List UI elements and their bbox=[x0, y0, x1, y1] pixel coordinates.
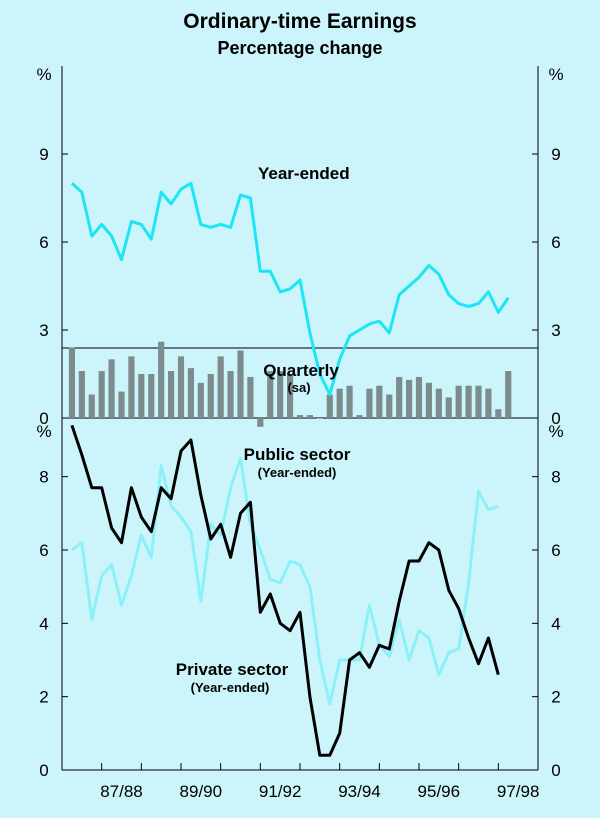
bottom-panel: % % 0 0 2 2 4 4 6 6 8 8 87/88 89/90 91/92 93/94 95/96… bbox=[36, 418, 564, 801]
top-y-tick-label-left: 0 bbox=[39, 409, 48, 428]
x-tick-label: 87/88 bbox=[100, 782, 143, 801]
quarterly-bar bbox=[277, 371, 284, 418]
top-panel: % % 0 0 3 3 6 6 9 9 Year-ended Quarterly (sa) bbox=[36, 65, 563, 428]
bottom-y-tick-label-right: 2 bbox=[551, 688, 560, 707]
bottom-unit-right: % bbox=[548, 422, 563, 441]
quarterly-bar bbox=[296, 415, 304, 418]
quarterly-bar bbox=[376, 385, 383, 418]
top-y-ticks: 0 0 3 3 6 6 9 9 bbox=[39, 145, 560, 428]
quarterly-bar bbox=[326, 394, 333, 418]
x-tick-label: 97/98 bbox=[497, 782, 540, 801]
quarterly-bar bbox=[148, 374, 155, 418]
x-tick-label: 93/94 bbox=[338, 782, 381, 801]
chart-subtitle: Percentage change bbox=[217, 38, 382, 58]
quarterly-bar bbox=[158, 341, 165, 418]
quarterly-bar bbox=[68, 347, 75, 418]
quarterly-bar bbox=[415, 376, 423, 418]
quarterly-bar bbox=[128, 356, 135, 418]
public-sector-label: Public sector bbox=[244, 445, 351, 464]
bottom-y-tick-label-left: 6 bbox=[39, 541, 48, 560]
quarterly-bar bbox=[227, 371, 234, 418]
quarterly-bar bbox=[465, 385, 472, 418]
year-ended-label: Year-ended bbox=[258, 164, 350, 183]
quarterly-bar bbox=[138, 374, 145, 418]
quarterly-bar bbox=[267, 371, 274, 418]
bottom-y-ticks: 0 0 2 2 4 4 6 6 8 8 bbox=[39, 468, 560, 780]
top-y-tick-label-left: 6 bbox=[39, 233, 48, 252]
private-sector-line bbox=[71, 456, 499, 706]
quarterly-bar bbox=[455, 385, 462, 418]
top-unit-left: % bbox=[36, 65, 51, 84]
top-y-tick-label-left: 9 bbox=[39, 145, 48, 164]
quarterly-bar bbox=[257, 418, 264, 427]
quarterly-bar bbox=[406, 379, 413, 418]
quarterly-bar bbox=[207, 374, 214, 418]
quarterly-bar bbox=[98, 371, 105, 418]
x-tick-label: 91/92 bbox=[259, 782, 302, 801]
public-sector-sub-label: (Year-ended) bbox=[258, 465, 337, 480]
quarterly-bar bbox=[217, 356, 224, 418]
quarterly-bar bbox=[118, 391, 125, 418]
bottom-unit-left: % bbox=[36, 422, 51, 441]
top-y-tick-label-right: 0 bbox=[551, 409, 560, 428]
quarterly-label: Quarterly bbox=[263, 361, 339, 380]
bottom-y-tick-label-right: 6 bbox=[551, 541, 560, 560]
quarterly-bar bbox=[396, 376, 403, 418]
quarterly-bar bbox=[316, 418, 323, 419]
quarterly-sub-label: (sa) bbox=[287, 380, 310, 395]
x-tick-label: 89/90 bbox=[180, 782, 223, 801]
top-y-tick-label-right: 6 bbox=[551, 233, 560, 252]
quarterly-bar bbox=[495, 409, 502, 418]
quarterly-bar bbox=[78, 371, 85, 418]
quarterly-bar bbox=[425, 382, 432, 418]
bottom-y-tick-label-left: 8 bbox=[39, 468, 48, 487]
quarterly-bar bbox=[168, 371, 175, 418]
x-ticks: 87/88 89/90 91/92 93/94 95/96 97/98 bbox=[100, 763, 539, 801]
quarterly-bar bbox=[287, 374, 294, 418]
quarterly-bar bbox=[356, 415, 363, 418]
public-sector-line bbox=[70, 424, 500, 757]
quarterly-bar bbox=[346, 385, 353, 418]
quarterly-bar bbox=[475, 385, 482, 418]
bottom-y-tick-label-right: 4 bbox=[551, 614, 560, 633]
quarterly-bar bbox=[336, 388, 343, 418]
quarterly-bar bbox=[306, 415, 313, 418]
quarterly-bar bbox=[445, 397, 452, 418]
bottom-y-tick-label-left: 2 bbox=[39, 688, 48, 707]
quarterly-bar bbox=[435, 388, 442, 418]
quarterly-bar bbox=[108, 359, 115, 418]
quarterly-bar bbox=[187, 368, 194, 418]
chart-title: Ordinary-time Earnings bbox=[183, 10, 416, 33]
top-y-tick-label-left: 3 bbox=[39, 321, 48, 340]
quarterly-bar bbox=[177, 356, 185, 418]
x-tick-label: 95/96 bbox=[418, 782, 461, 801]
quarterly-bar bbox=[197, 382, 204, 418]
quarterly-bar bbox=[237, 350, 244, 418]
bottom-y-tick-label-right: 8 bbox=[551, 468, 560, 487]
quarterly-bar bbox=[247, 376, 254, 418]
bottom-y-tick-label-right: 0 bbox=[551, 761, 560, 780]
quarterly-bars bbox=[68, 341, 512, 427]
top-y-tick-label-right: 9 bbox=[551, 145, 560, 164]
private-sector-label: Private sector bbox=[176, 660, 289, 679]
quarterly-bar bbox=[88, 394, 95, 418]
quarterly-bar bbox=[386, 394, 393, 418]
bottom-y-tick-label-left: 0 bbox=[39, 761, 48, 780]
bottom-y-tick-label-left: 4 bbox=[39, 614, 48, 633]
top-unit-right: % bbox=[548, 65, 563, 84]
quarterly-bar bbox=[505, 371, 512, 418]
quarterly-bar bbox=[366, 388, 373, 418]
top-y-tick-label-right: 3 bbox=[551, 321, 560, 340]
year-ended-line bbox=[70, 181, 510, 396]
private-sector-sub-label: (Year-ended) bbox=[191, 680, 270, 695]
quarterly-bar bbox=[485, 388, 492, 418]
